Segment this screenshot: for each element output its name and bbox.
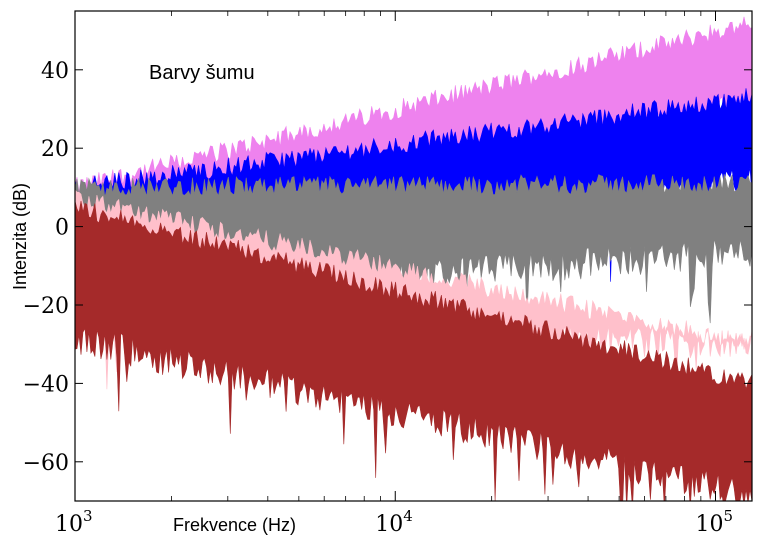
series-layer (75, 16, 752, 501)
plot-frame (74, 10, 753, 502)
x-axis-label: Frekvence (Hz) (173, 515, 296, 535)
y-tick-label: 20 (41, 137, 69, 162)
x-tick-label: 103 (55, 507, 93, 537)
tick-labels: 40 20 0 −20 −40 −60 103 104 105 (23, 59, 733, 537)
y-tick-label: −40 (23, 372, 69, 397)
y-tick-label: −20 (23, 294, 69, 319)
chart-title: Barvy šumu (149, 62, 255, 84)
x-tick-label: 105 (696, 507, 734, 537)
y-tick-label: 40 (41, 59, 69, 84)
x-tick-label: 104 (375, 507, 413, 537)
y-axis-label: Intenzita (dB) (10, 183, 30, 290)
series-band-4 (75, 200, 752, 501)
y-tick-label: 0 (55, 216, 69, 241)
y-tick-label: −60 (23, 451, 69, 476)
axis-ticks (74, 11, 752, 501)
